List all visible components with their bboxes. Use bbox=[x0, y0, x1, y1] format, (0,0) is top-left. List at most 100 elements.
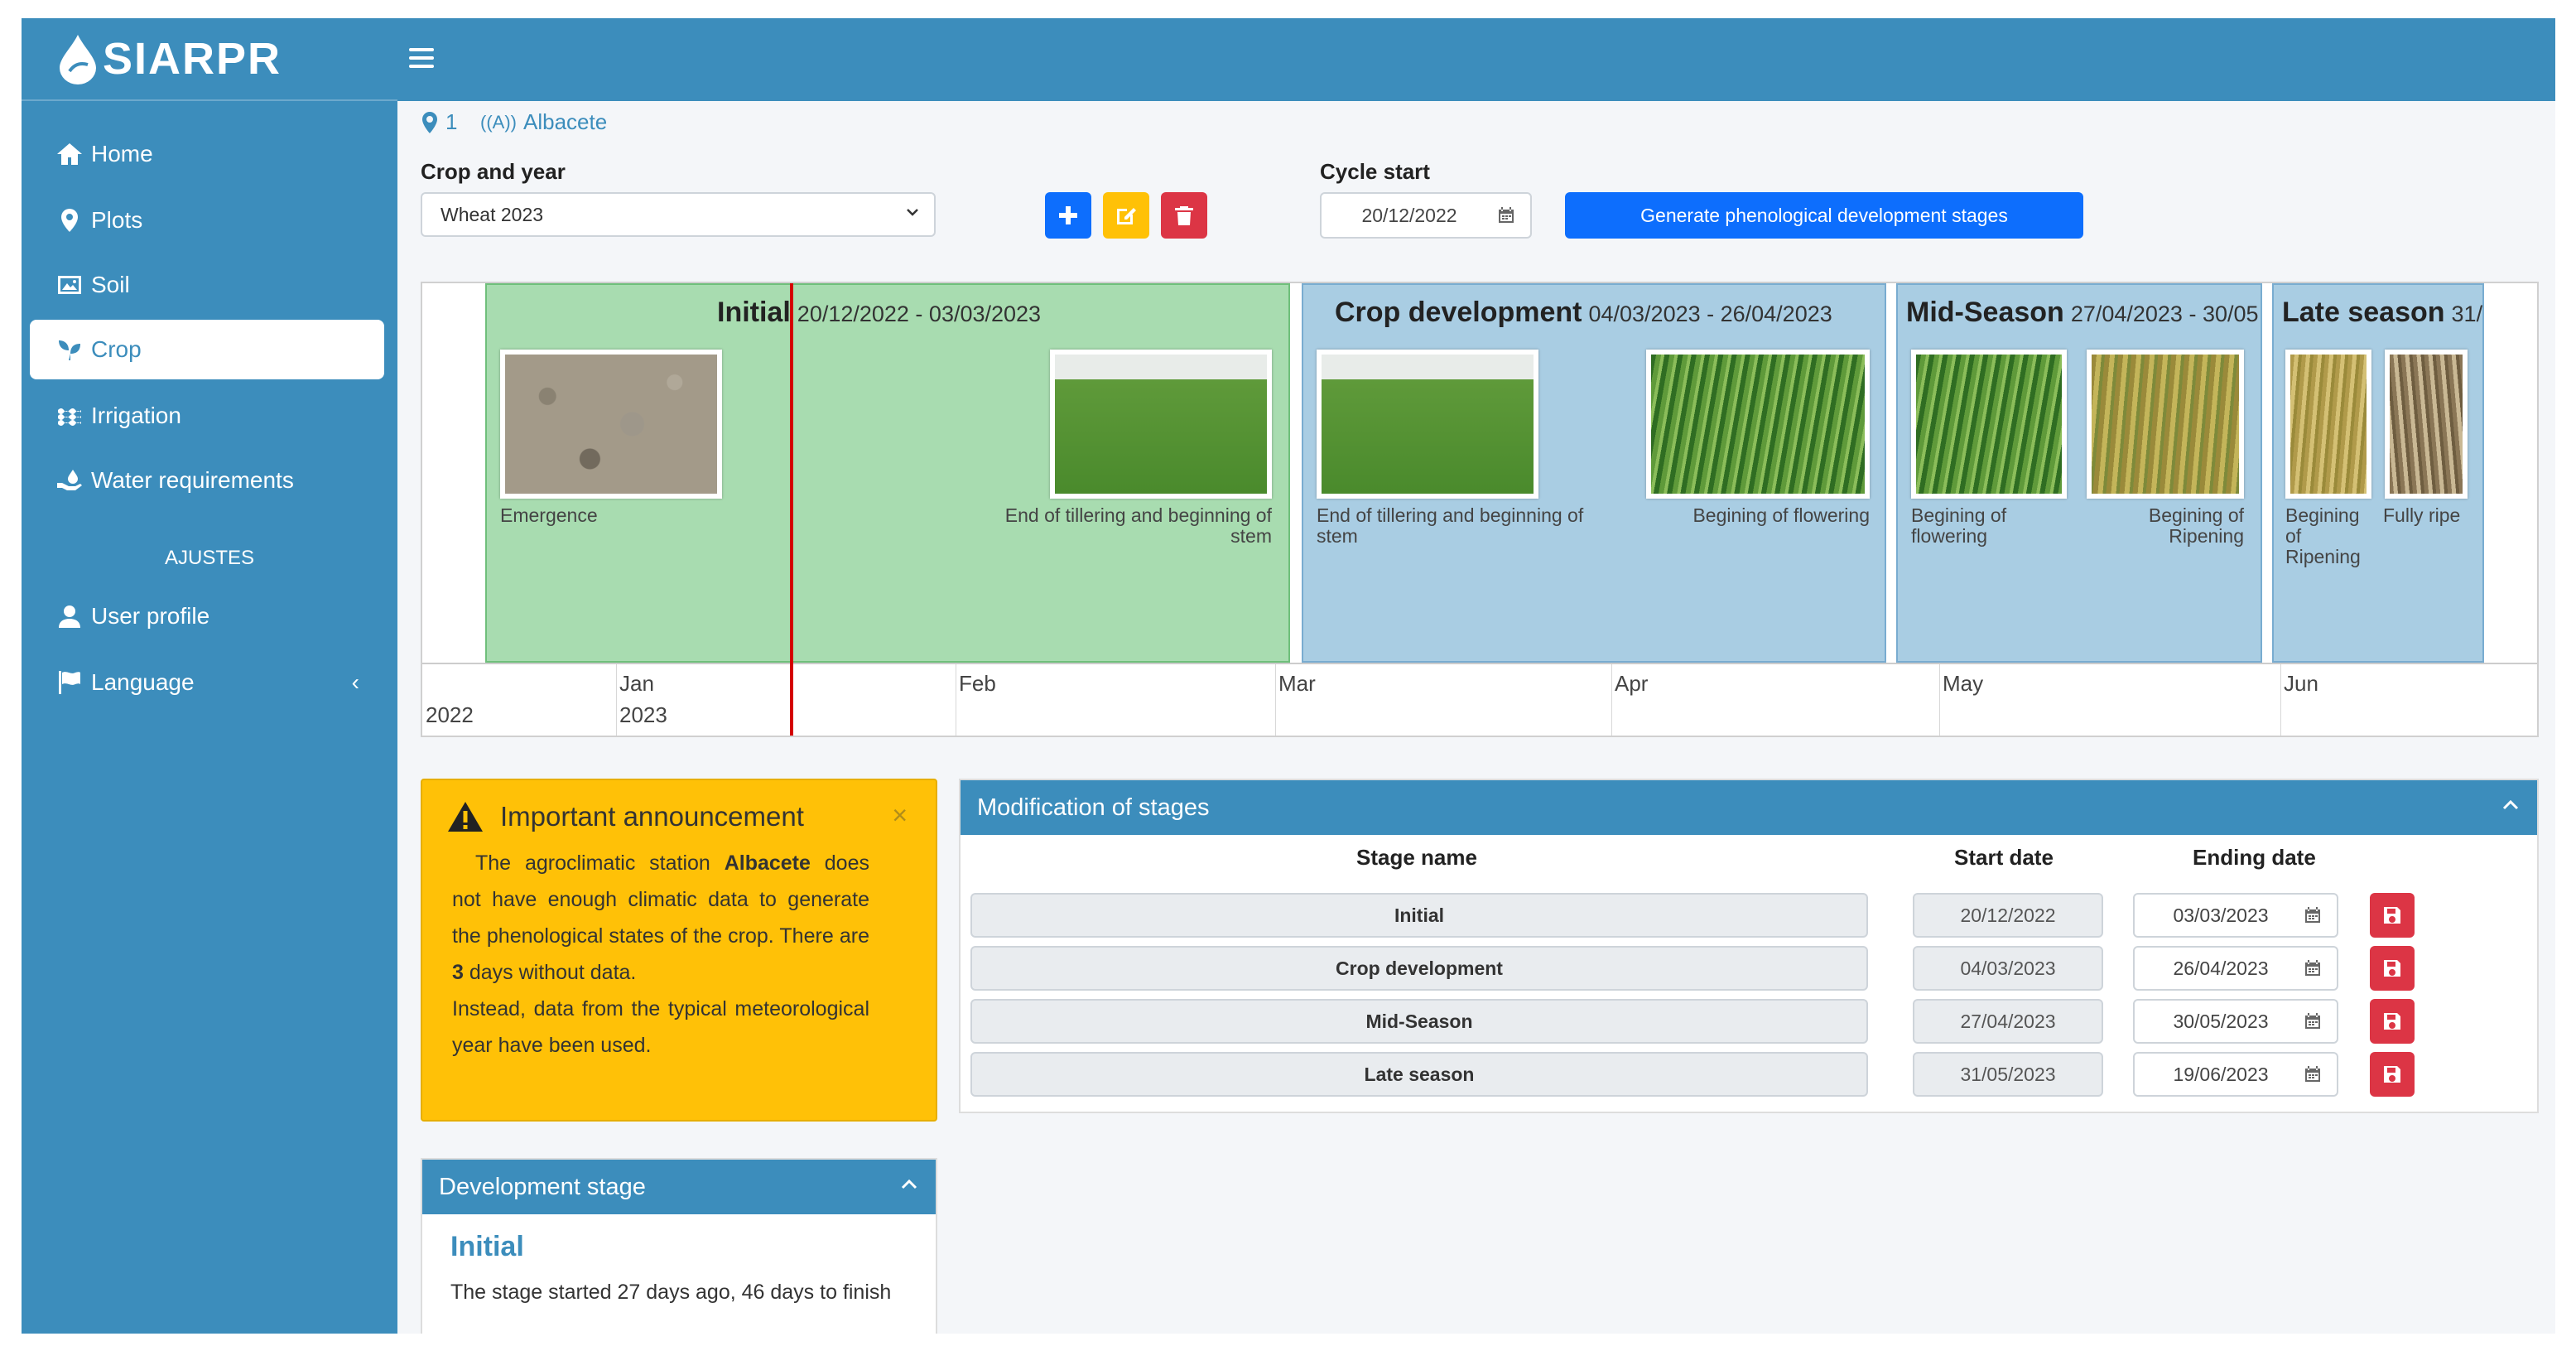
month-label: Feb bbox=[959, 671, 996, 696]
logo-drop-icon bbox=[60, 35, 96, 84]
modification-of-stages-card: Modification of stages Stage name Start … bbox=[959, 779, 2539, 1113]
stage-name-field: Mid-Season bbox=[970, 999, 1868, 1044]
trash-icon bbox=[1175, 206, 1193, 225]
photo-label: Begining of Ripening bbox=[2285, 504, 2361, 567]
delete-crop-button[interactable] bbox=[1161, 192, 1207, 239]
save-stage-button[interactable] bbox=[2370, 999, 2415, 1044]
menu-toggle-icon[interactable] bbox=[409, 43, 434, 76]
map-marker-icon bbox=[61, 209, 78, 232]
add-crop-button[interactable] bbox=[1045, 192, 1091, 239]
current-date-marker bbox=[790, 283, 793, 736]
save-stage-button[interactable] bbox=[2370, 1052, 2415, 1097]
sidebar-item-water-requirements[interactable]: Water requirements bbox=[30, 451, 384, 510]
column-header-stage-name: Stage name bbox=[1356, 845, 1477, 870]
photo-label: Begining of Ripening bbox=[2148, 504, 2244, 547]
save-icon bbox=[2384, 907, 2400, 924]
sidebar-item-plots[interactable]: Plots bbox=[30, 191, 384, 250]
hand-holding-water-icon bbox=[57, 470, 82, 490]
current-stage-name: Initial bbox=[450, 1231, 524, 1262]
sidebar-item-label: Plots bbox=[91, 207, 143, 233]
save-icon bbox=[2384, 1066, 2400, 1083]
ending-date-input[interactable]: 26/04/2023 bbox=[2133, 946, 2338, 991]
crop-year-select[interactable]: Wheat 2023 bbox=[421, 192, 936, 237]
sidebar-item-home[interactable]: Home bbox=[30, 124, 384, 184]
stage-title: Initial 20/12/2022 - 03/03/2023 bbox=[717, 297, 1042, 328]
sidebar-item-label: Crop bbox=[91, 336, 142, 362]
ending-date-input[interactable]: 19/06/2023 bbox=[2133, 1052, 2338, 1097]
sidebar-item-language[interactable]: Language ‹ bbox=[30, 653, 384, 712]
sidebar-item-label: Irrigation bbox=[91, 403, 181, 428]
edit-crop-button[interactable] bbox=[1103, 192, 1149, 239]
ripening-photo bbox=[2285, 350, 2371, 499]
chevron-down-icon bbox=[907, 209, 918, 216]
photo-label: Begining of flowering bbox=[1911, 504, 2007, 547]
column-header-start-date: Start date bbox=[1954, 845, 2054, 870]
water-icon bbox=[58, 408, 81, 426]
generate-stages-button[interactable]: Generate phenological development stages bbox=[1565, 192, 2083, 239]
ending-date-input[interactable]: 30/05/2023 bbox=[2133, 999, 2338, 1044]
modification-header[interactable]: Modification of stages bbox=[961, 780, 2537, 835]
photo-label: End of tillering and beginning of stem bbox=[1004, 504, 1272, 547]
start-date-field: 27/04/2023 bbox=[1913, 999, 2103, 1044]
stage-name-field: Late season bbox=[970, 1052, 1868, 1097]
image-icon bbox=[58, 276, 81, 294]
seedling-icon bbox=[59, 340, 80, 360]
photo-label: Fully ripe bbox=[2383, 504, 2461, 526]
save-icon bbox=[2384, 1013, 2400, 1030]
stage-title: Late season 31/ bbox=[2282, 297, 2483, 328]
cycle-start-input[interactable]: 20/12/2022 bbox=[1320, 192, 1532, 239]
photo-label: End of tillering and beginning of stem bbox=[1317, 504, 1584, 547]
close-icon[interactable]: × bbox=[892, 800, 908, 830]
stage-band-late-season[interactable]: Late season 31/ Begining of Ripening Full… bbox=[2272, 283, 2484, 663]
start-date-field: 04/03/2023 bbox=[1913, 946, 2103, 991]
chevron-up-icon bbox=[901, 1179, 917, 1189]
sidebar-item-user-profile[interactable]: User profile bbox=[30, 586, 384, 646]
tillering-photo bbox=[1050, 350, 1272, 499]
photo-label: Emergence bbox=[500, 504, 598, 526]
ending-date-input[interactable]: 03/03/2023 bbox=[2133, 893, 2338, 938]
user-icon bbox=[59, 605, 80, 628]
emergence-photo bbox=[500, 350, 722, 499]
cycle-start-label: Cycle start bbox=[1320, 159, 1430, 184]
home-icon bbox=[57, 143, 82, 165]
plot-number: 1 bbox=[445, 109, 458, 134]
month-label: Mar bbox=[1278, 671, 1316, 696]
cycle-start-value: 20/12/2022 bbox=[1361, 204, 1457, 226]
month-label: Apr bbox=[1615, 671, 1649, 696]
sidebar-item-label: User profile bbox=[91, 603, 210, 629]
calendar-icon bbox=[2305, 1066, 2320, 1082]
ripening-photo bbox=[2087, 350, 2244, 499]
top-navbar bbox=[397, 18, 2555, 101]
sidebar: SIARPR Home Plots Soil Crop Irrigation W… bbox=[22, 18, 397, 1334]
sidebar-item-irrigation[interactable]: Irrigation bbox=[30, 386, 384, 446]
announcement-alert: Important announcement × The agroclimati… bbox=[421, 779, 937, 1122]
stage-name-field: Crop development bbox=[970, 946, 1868, 991]
plot-breadcrumb[interactable]: 1 bbox=[421, 109, 457, 135]
save-stage-button[interactable] bbox=[2370, 946, 2415, 991]
brand[interactable]: SIARPR bbox=[22, 18, 397, 101]
stage-title: Crop development 04/03/2023 - 26/04/2023 bbox=[1335, 297, 1832, 328]
month-label: May bbox=[1943, 671, 1984, 696]
sidebar-item-soil[interactable]: Soil bbox=[30, 255, 384, 315]
stage-band-mid-season[interactable]: Mid-Season 27/04/2023 - 30/05 Begining of… bbox=[1896, 283, 2262, 663]
announcement-title: Important announcement bbox=[447, 800, 804, 833]
calendar-icon bbox=[2305, 960, 2320, 976]
month-label: Jan bbox=[619, 671, 654, 696]
main-content: 1 ((A)) Albacete Crop and year Wheat 202… bbox=[397, 101, 2555, 1334]
phenology-timeline: Initial 20/12/2022 - 03/03/2023 Emergence… bbox=[421, 282, 2539, 737]
station-name: Albacete bbox=[522, 109, 608, 134]
app-window: SIARPR Home Plots Soil Crop Irrigation W… bbox=[22, 18, 2555, 1334]
sidebar-item-crop[interactable]: Crop bbox=[30, 320, 384, 379]
sidebar-item-label: Soil bbox=[91, 272, 130, 297]
development-stage-card: Development stage Initial The stage star… bbox=[421, 1158, 937, 1334]
development-stage-header[interactable]: Development stage bbox=[422, 1160, 936, 1214]
current-stage-text: The stage started 27 days ago, 46 days t… bbox=[450, 1281, 892, 1304]
station-breadcrumb[interactable]: ((A)) Albacete bbox=[480, 109, 607, 135]
chevron-left-icon: ‹ bbox=[351, 669, 359, 695]
stage-band-initial[interactable]: Initial 20/12/2022 - 03/03/2023 Emergence… bbox=[485, 283, 1290, 663]
sidebar-item-label: Home bbox=[91, 141, 153, 166]
save-stage-button[interactable] bbox=[2370, 893, 2415, 938]
stage-band-crop-development[interactable]: Crop development 04/03/2023 - 26/04/2023 … bbox=[1302, 283, 1886, 663]
stage-name-field: Initial bbox=[970, 893, 1868, 938]
flowering-photo bbox=[1911, 350, 2067, 499]
